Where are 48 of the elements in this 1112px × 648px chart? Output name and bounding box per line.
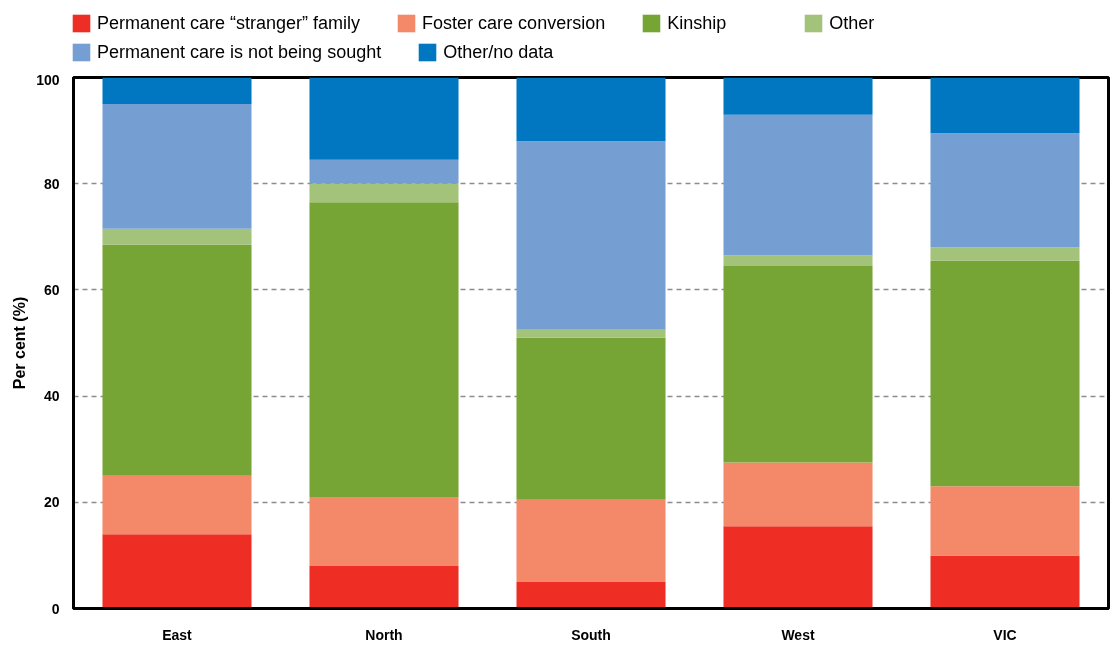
bar (516, 337, 666, 500)
bar (930, 486, 1080, 556)
x-tick-label: VIC (993, 626, 1017, 643)
y-tick-label: 0 (51, 600, 60, 617)
bar (723, 77, 873, 115)
bar (516, 499, 666, 582)
bar (723, 266, 873, 463)
x-tick-label: North (365, 626, 403, 643)
legend-label: Foster care conversion (422, 12, 606, 34)
y-tick-label: 80 (43, 175, 60, 192)
bar (102, 104, 252, 229)
bar (102, 228, 252, 245)
bar (930, 247, 1080, 261)
x-tick-label: West (781, 626, 815, 643)
bar (723, 114, 873, 256)
bar (102, 77, 252, 105)
bar (930, 260, 1080, 487)
bar (309, 566, 459, 609)
bar (309, 77, 459, 160)
x-tick-label: South (571, 626, 611, 643)
bar (930, 133, 1080, 248)
bar (930, 77, 1080, 134)
bar (309, 159, 459, 184)
bar (930, 555, 1080, 609)
bar (723, 255, 873, 267)
bar (309, 202, 459, 497)
y-tick-label: 20 (43, 494, 60, 511)
bar (516, 581, 666, 609)
bar (102, 534, 252, 609)
bar (102, 475, 252, 535)
bar (102, 244, 252, 476)
legend-label: Kinship (667, 12, 728, 34)
y-tick-label: 40 (43, 388, 60, 405)
legend-label: Permanent care is not being sought (97, 41, 382, 63)
bar (516, 329, 666, 338)
bar (309, 183, 459, 203)
bar (516, 141, 666, 330)
bar (516, 77, 666, 142)
x-tick-label: East (162, 626, 193, 643)
y-tick-label: 60 (43, 281, 60, 298)
y-axis-title: Per cent (%) (11, 296, 29, 390)
bar (309, 496, 459, 567)
legend-label: Other/no data (443, 41, 554, 63)
legend-label: Permanent care “stranger” family (97, 12, 361, 34)
legend-label: Other (829, 12, 876, 34)
bar (723, 526, 873, 609)
bar (723, 462, 873, 527)
y-tick-label: 100 (36, 71, 60, 88)
